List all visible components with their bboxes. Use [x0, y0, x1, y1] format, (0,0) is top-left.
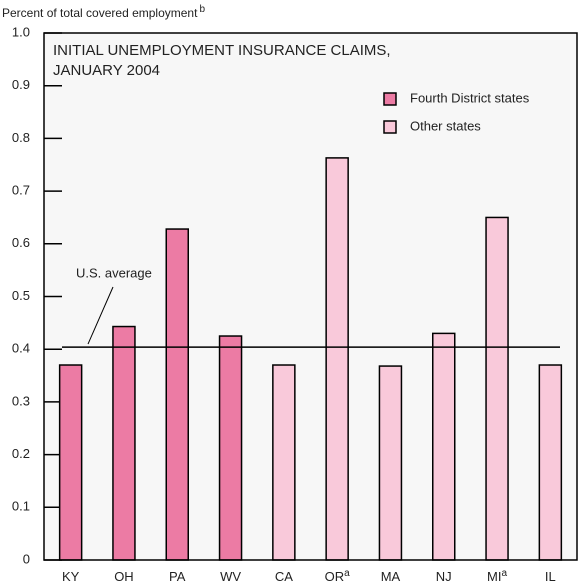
legend-label: Fourth District states: [410, 90, 530, 105]
bar: [325, 157, 349, 561]
x-tick-label-text: KY: [62, 569, 80, 584]
legend-label: Other states: [410, 118, 481, 133]
y-tick-label: 0.3: [12, 393, 30, 408]
bar: [485, 216, 509, 561]
x-tick-label-text: OH: [114, 569, 134, 584]
y-axis-label-text: Percent of total covered employment: [2, 6, 198, 20]
x-tick-label: IL: [545, 569, 556, 584]
reference-label: U.S. average: [76, 265, 152, 280]
x-tick-label-text: MI: [487, 569, 501, 584]
x-tick-label: MA: [381, 569, 401, 584]
x-tick-label-text: MA: [381, 569, 401, 584]
y-tick-label: 0.9: [12, 77, 30, 92]
legend-swatch: [383, 120, 397, 134]
x-tick-label: CA: [275, 569, 293, 584]
x-tick-label: KY: [62, 569, 80, 584]
x-tick-label-note: a: [501, 568, 507, 579]
plot-frame: [43, 32, 578, 561]
y-tick-label: 0: [23, 551, 30, 566]
y-tick-label: 0.6: [12, 235, 30, 250]
bar: [165, 228, 189, 561]
y-tick-label: 0.4: [12, 341, 30, 356]
x-tick-label: ORa: [325, 568, 351, 585]
y-tick-label: 0.2: [12, 446, 30, 461]
reference-pointer: [87, 286, 114, 345]
x-tick-label-text: PA: [169, 569, 186, 584]
bar: [58, 364, 83, 561]
x-tick-label: NJ: [436, 569, 452, 584]
bar: [112, 325, 136, 561]
y-axis-label-note: b: [199, 4, 205, 15]
x-tick-label-text: OR: [325, 569, 345, 584]
y-tick-label: 0.1: [12, 499, 30, 514]
bar: [432, 332, 456, 561]
x-tick-label-note: a: [344, 568, 350, 579]
x-tick-label-text: IL: [545, 569, 556, 584]
x-tick-label: OH: [114, 569, 134, 584]
x-tick-label: PA: [169, 569, 186, 584]
x-tick-label-text: CA: [275, 569, 293, 584]
x-tick-label: MIa: [487, 568, 507, 585]
y-tick-label: 0.5: [12, 288, 30, 303]
y-axis-label: Percent of total covered employment b: [2, 4, 205, 21]
legend-swatch: [383, 92, 397, 106]
bar: [218, 335, 243, 561]
bar: [272, 364, 296, 561]
x-tick-label-text: WV: [220, 569, 241, 584]
x-tick-label: WV: [220, 569, 241, 584]
chart-title: JANUARY 2004: [53, 62, 160, 79]
y-tick-label: 1.0: [12, 24, 30, 39]
bar: [538, 364, 563, 561]
bar: [378, 365, 403, 561]
chart-title: INITIAL UNEMPLOYMENT INSURANCE CLAIMS,: [53, 42, 391, 59]
y-tick-label: 0.8: [12, 130, 30, 145]
y-tick-label: 0.7: [12, 183, 30, 198]
x-tick-label-text: NJ: [436, 569, 452, 584]
